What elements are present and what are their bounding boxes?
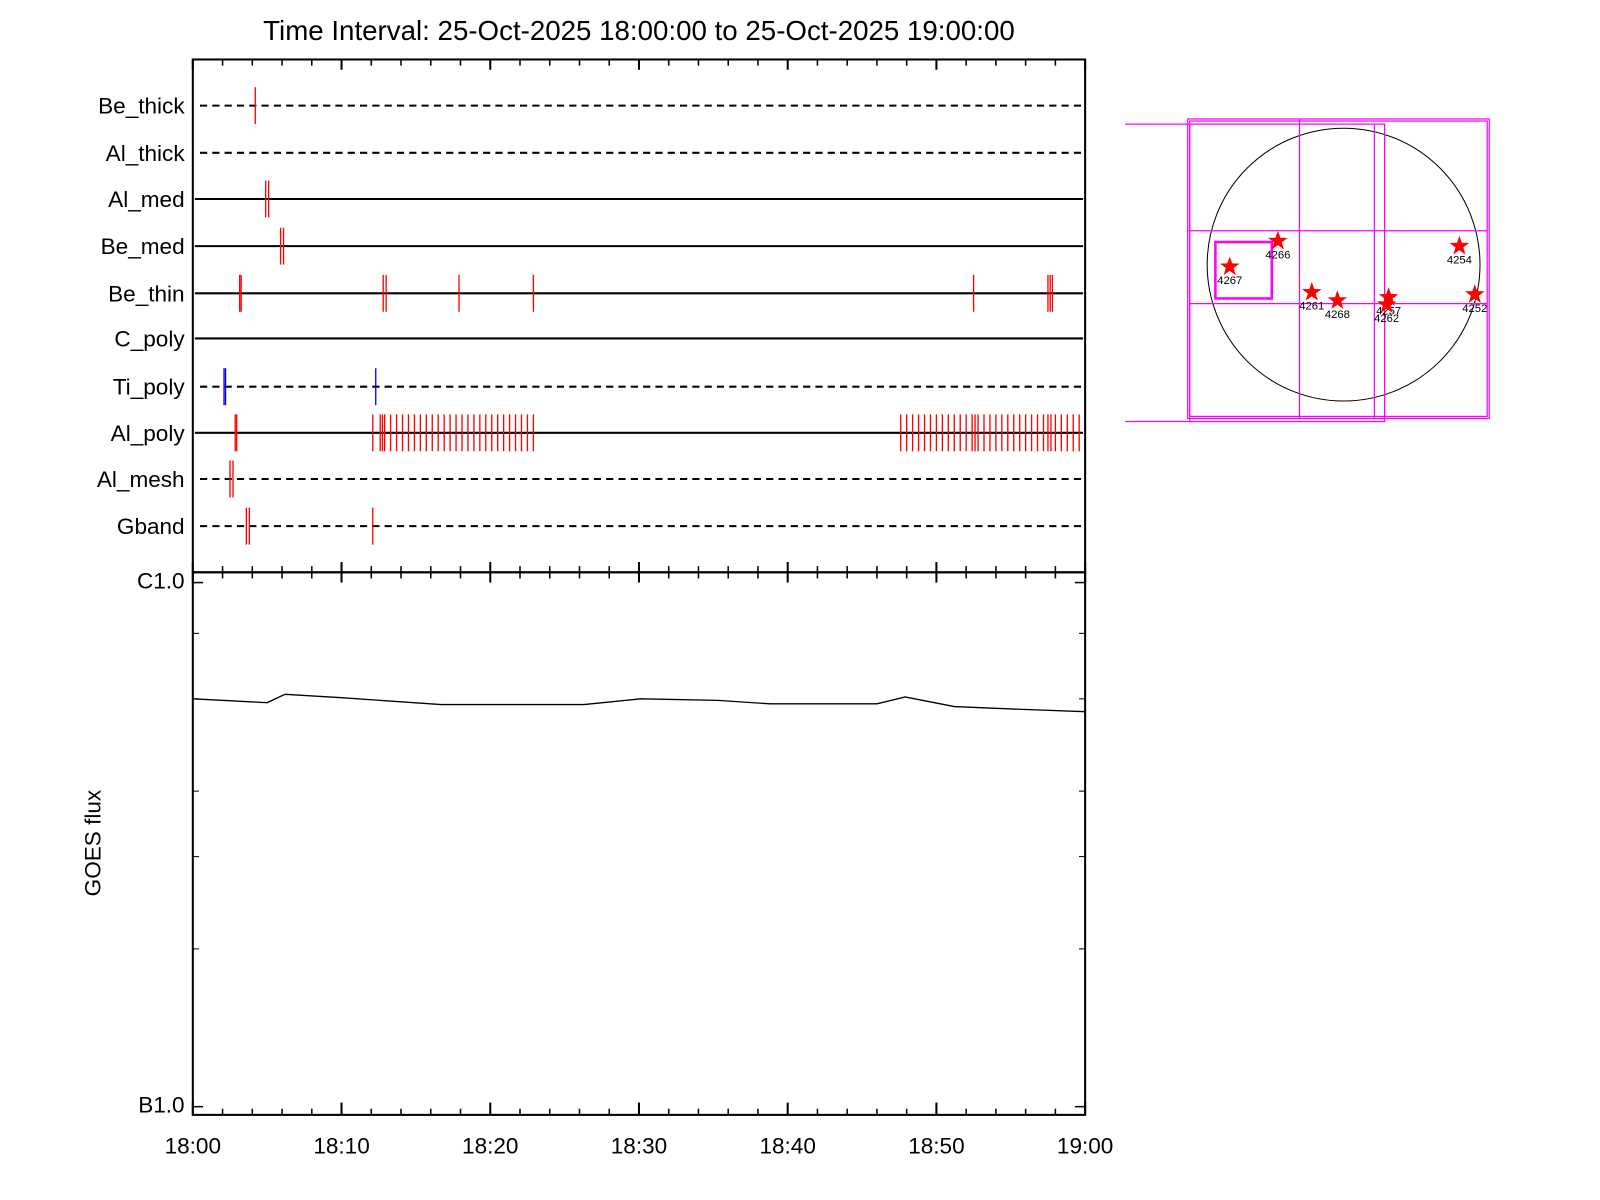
chart-title: Time Interval: 25-Oct-2025 18:00:00 to 2…	[263, 15, 1015, 46]
region-star	[1376, 294, 1397, 313]
y-tick-label: C1.0	[137, 569, 185, 594]
row-label: Be_thin	[108, 281, 184, 306]
region-label: 4267	[1217, 275, 1242, 287]
fov-box	[1214, 240, 1274, 300]
x-tick-label: 18:20	[462, 1134, 518, 1159]
goes-line	[192, 693, 1086, 713]
region-star	[1465, 284, 1485, 303]
x-tick-label: 18:30	[611, 1134, 667, 1159]
map-overlays	[1125, 118, 1490, 423]
y-tick-label: B1.0	[138, 1093, 184, 1118]
x-tick-label: 18:00	[165, 1134, 221, 1159]
row-label: Al_mesh	[97, 467, 185, 492]
row-label: Be_med	[101, 234, 185, 259]
fov-box	[1187, 118, 1490, 420]
region-star	[1449, 235, 1470, 255]
x-tick-label: 18:10	[313, 1134, 369, 1159]
region-label: 4266	[1265, 249, 1290, 261]
region-star	[1268, 230, 1288, 250]
row-label: Al_med	[108, 187, 184, 212]
row-label: C_poly	[114, 326, 185, 351]
row-label: Al_thick	[106, 141, 186, 166]
row-label: Gband	[117, 514, 185, 539]
fov-box	[1189, 120, 1488, 418]
x-tick-label: 18:50	[908, 1134, 964, 1159]
region-label: 4268	[1325, 309, 1350, 321]
solar-disk	[1206, 127, 1481, 402]
row-label: Be_thick	[98, 94, 185, 119]
region-star	[1378, 287, 1399, 306]
region-label: 4261	[1299, 301, 1324, 313]
region-star	[1220, 256, 1240, 276]
x-tick-label: 18:40	[759, 1134, 815, 1159]
event-frame	[191, 58, 1087, 574]
x-tick-label: 19:00	[1057, 1134, 1113, 1159]
fov-box	[1189, 123, 1386, 423]
row-label: Al_poly	[111, 421, 186, 446]
row-label: Ti_poly	[113, 375, 186, 400]
region-label: 4254	[1447, 254, 1472, 266]
region-label: 4262	[1374, 313, 1399, 325]
goes-frame	[191, 571, 1087, 1116]
region-label: 4252	[1462, 303, 1487, 315]
y-axis-label: GOES flux	[80, 789, 105, 896]
region-star	[1327, 290, 1348, 309]
region-star	[1302, 282, 1322, 301]
